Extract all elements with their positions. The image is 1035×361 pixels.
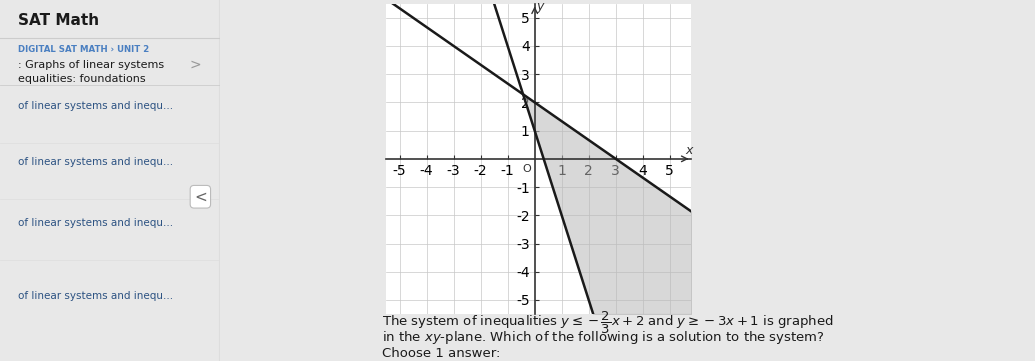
Text: Choose 1 answer:: Choose 1 answer: (382, 347, 500, 361)
Text: The system of inequalities $y \leq -\dfrac{2}{3}x + 2$ and $y \geq -3x + 1$ is g: The system of inequalities $y \leq -\dfr… (382, 310, 833, 336)
Text: >: > (189, 58, 201, 72)
Text: of linear systems and inequ...: of linear systems and inequ... (18, 291, 173, 301)
Text: : Graphs of linear systems: : Graphs of linear systems (18, 60, 164, 70)
Text: of linear systems and inequ...: of linear systems and inequ... (18, 218, 173, 229)
Text: SAT Math: SAT Math (18, 13, 98, 28)
Text: in the $xy$-plane. Which of the following is a solution to the system?: in the $xy$-plane. Which of the followin… (382, 329, 825, 345)
Text: O: O (523, 164, 532, 174)
Text: of linear systems and inequ...: of linear systems and inequ... (18, 101, 173, 111)
Text: of linear systems and inequ...: of linear systems and inequ... (18, 157, 173, 167)
Text: <: < (194, 189, 207, 204)
Text: x: x (685, 144, 692, 157)
Text: y: y (536, 0, 543, 13)
Text: DIGITAL SAT MATH › UNIT 2: DIGITAL SAT MATH › UNIT 2 (18, 45, 149, 54)
Text: equalities: foundations: equalities: foundations (18, 74, 145, 84)
